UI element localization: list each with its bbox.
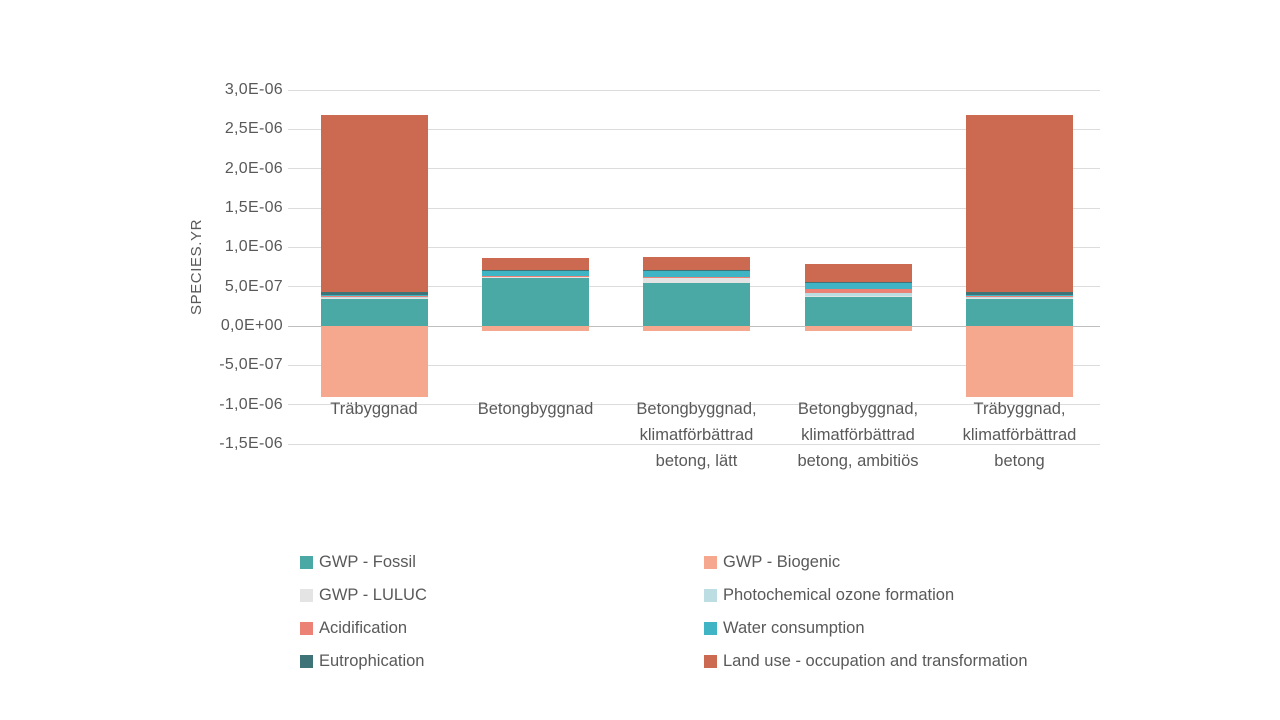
legend-swatch: [300, 654, 313, 668]
legend-label: GWP - Fossil: [319, 552, 416, 571]
bar-segment: [320, 296, 428, 299]
bar-segment: [482, 269, 589, 271]
bar-segment: [966, 292, 1073, 296]
legend-item: GWP - LULUC: [300, 585, 427, 605]
bar-segment: [804, 264, 912, 282]
bar-segment: [966, 295, 1073, 296]
bar-segment: [966, 296, 1073, 299]
legend-swatch: [300, 555, 313, 569]
bar-segment: [643, 276, 750, 278]
bar-segment: [643, 326, 750, 331]
legend-label: Acidification: [319, 618, 408, 637]
bar-segment: [320, 326, 428, 397]
legend-item: Eutrophication: [300, 651, 425, 671]
bar-segment: [804, 282, 912, 289]
legend-swatch: [704, 588, 717, 602]
bar-segment: [482, 270, 589, 276]
bar-segment: [643, 283, 750, 326]
legend-item: Water consumption: [704, 618, 865, 638]
legend-item: Acidification: [300, 618, 407, 638]
y-tick-label: 5,0E-07: [224, 277, 283, 295]
y-tick-label: 2,0E-06: [224, 159, 283, 177]
gridline: [288, 404, 1100, 406]
bar-segment: [320, 298, 428, 299]
category-label: Träbyggnad: [330, 400, 418, 418]
bar-segment: [966, 298, 1073, 299]
bar-segment: [804, 288, 912, 293]
bar-segment: [320, 295, 428, 297]
legend-label: Land use - occupation and transformation: [723, 651, 1028, 670]
bar-segment: [320, 295, 428, 296]
bar-segment: [643, 278, 750, 284]
legend-swatch: [300, 588, 313, 602]
legend-label: GWP - LULUC: [319, 585, 427, 604]
legend-item: Land use - occupation and transformation: [704, 651, 1028, 671]
bar-segment: [966, 295, 1073, 297]
y-tick-label: 2,5E-06: [224, 120, 283, 138]
bar-segment: [966, 114, 1073, 293]
y-tick-label: -1,5E-06: [219, 435, 283, 452]
legend-label: GWP - Biogenic: [723, 552, 841, 571]
legend-swatch: [704, 654, 717, 668]
gridline: [288, 168, 1100, 170]
legend-label: Water consumption: [723, 618, 865, 637]
gridline: [288, 246, 1100, 248]
category-label: Betongbyggnad, klimatförbättrad betong, …: [797, 400, 919, 470]
legend-swatch: [704, 621, 717, 635]
gridline: [288, 128, 1100, 130]
category-label: Betongbyggnad, klimatförbättrad betong, …: [636, 400, 757, 470]
bar-segment: [320, 292, 428, 296]
bar-segment: [320, 114, 428, 293]
y-tick-label: -5,0E-07: [219, 356, 283, 374]
bar-segment: [804, 292, 912, 296]
bar-segment: [966, 326, 1073, 397]
legend-item: Photochemical ozone formation: [704, 585, 954, 605]
gridline: [288, 364, 1100, 366]
bar-segment: [643, 270, 750, 271]
category-label: Träbyggnad, klimatförbättrad betong: [962, 400, 1077, 470]
bar-segment: [482, 258, 589, 270]
y-tick-label: 0,0E+00: [220, 317, 283, 334]
legend-item: GWP - Biogenic: [704, 552, 840, 572]
bar-segment: [482, 275, 589, 277]
bar-segment: [482, 326, 589, 331]
legend-label: Photochemical ozone formation: [723, 585, 955, 604]
bar-segment: [482, 278, 589, 326]
y-tick-label: 1,5E-06: [224, 199, 283, 216]
bar-segment: [804, 326, 912, 331]
category-label: Betongbyggnad: [477, 400, 594, 418]
bar-segment: [643, 271, 750, 277]
legend-label: Eutrophication: [319, 651, 425, 670]
legend-swatch: [704, 555, 717, 569]
bar-segment: [966, 298, 1073, 326]
y-tick-label: 1,0E-06: [224, 238, 283, 256]
bar-segment: [320, 298, 428, 326]
bar-segment: [482, 277, 589, 278]
gridline: [288, 207, 1100, 209]
gridline: [288, 89, 1100, 91]
bar-segment: [804, 281, 912, 283]
bar-segment: [482, 276, 589, 278]
legend-swatch: [300, 621, 313, 635]
bar-segment: [643, 256, 750, 271]
bar-segment: [804, 295, 912, 297]
y-tick-label: 3,0E-06: [224, 81, 283, 98]
bar-segment: [804, 296, 912, 326]
y-tick-label: -1,0E-06: [219, 395, 283, 413]
legend-item: GWP - Fossil: [300, 552, 416, 572]
gridline: [288, 443, 1100, 445]
bar-segment: [643, 277, 750, 279]
